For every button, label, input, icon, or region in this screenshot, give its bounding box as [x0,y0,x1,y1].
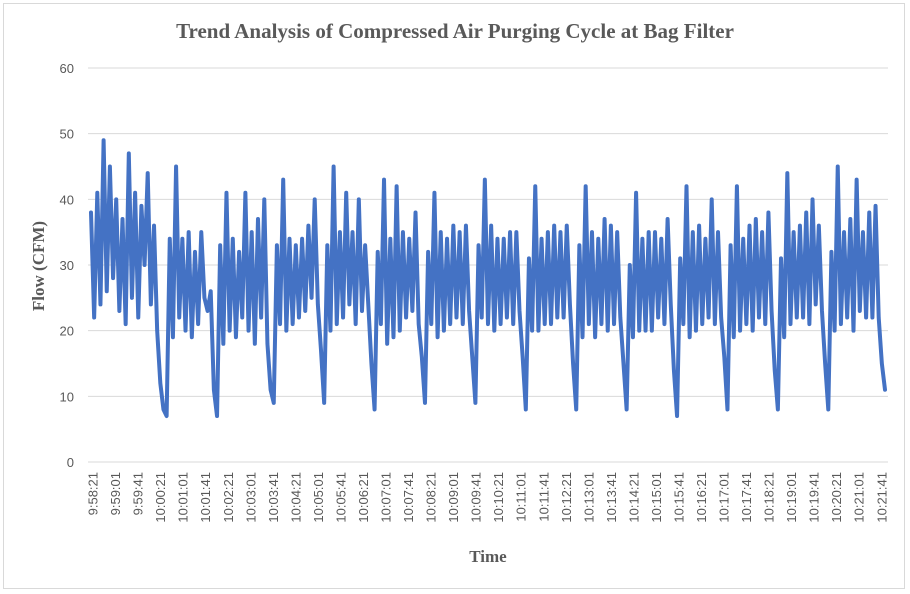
x-tick-label: 10:01:41 [198,472,213,523]
x-tick-label: 10:04:21 [288,472,303,523]
x-tick-label: 10:05:41 [333,472,348,523]
x-tick-label: 10:12:21 [559,472,574,523]
y-tick-label: 50 [60,127,74,142]
x-tick-label: 10:00:21 [153,472,168,523]
x-tick-label: 10:14:21 [626,472,641,523]
x-axis-label: Time [469,547,507,566]
y-tick-label: 10 [60,389,74,404]
x-tick-label: 10:01:01 [176,472,191,523]
x-tick-label: 9:59:01 [108,472,123,515]
x-tick-label: 10:21:01 [852,472,867,523]
x-tick-label: 10:15:01 [649,472,664,523]
x-tick-label: 10:06:21 [356,472,371,523]
x-tick-label: 10:11:41 [536,472,551,522]
series-line-0 [89,138,887,419]
x-tick-label: 10:09:41 [469,472,484,523]
x-tick-label: 10:02:21 [221,472,236,523]
x-tick-label: 10:20:21 [829,472,844,523]
chart-title: Trend Analysis of Compressed Air Purging… [176,19,734,43]
x-tick-label: 10:16:21 [694,472,709,523]
y-tick-label: 30 [60,258,74,273]
y-tick-label: 40 [60,192,74,207]
x-tick-label: 10:21:41 [874,472,889,523]
x-tick-label: 10:13:41 [604,472,619,523]
x-tick-label: 10:13:01 [581,472,596,523]
x-tick-label: 10:03:41 [266,472,281,523]
x-tick-label: 10:08:21 [424,472,439,523]
x-tick-label: 10:09:01 [446,472,461,523]
y-axis-label: Flow (CFM) [29,221,48,311]
y-tick-label: 20 [60,324,74,339]
x-tick-label: 10:19:41 [807,472,822,523]
x-tick-label: 10:17:41 [739,472,754,523]
y-tick-label: 60 [60,61,74,76]
x-tick-label: 10:18:21 [762,472,777,523]
x-tick-label: 10:17:01 [717,472,732,523]
x-tick-label: 9:59:41 [131,472,146,515]
x-tick-label: 10:07:41 [401,472,416,523]
series-layer [89,138,887,419]
x-tick-label: 10:15:41 [671,472,686,523]
x-tick-label: 10:10:21 [491,472,506,523]
x-axis-ticks: 9:58:21 9:59:01 9:59:41 10:00:21 10:01:01 10:… [86,472,890,523]
x-tick-label: 10:19:01 [784,472,799,523]
x-tick-label: 10:03:01 [243,472,258,523]
y-tick-label: 0 [67,455,74,470]
x-tick-label: 9:58:21 [86,472,101,515]
x-tick-label: 10:07:01 [379,472,394,523]
x-tick-label: 10:05:01 [311,472,326,523]
x-tick-label: 10:11:01 [514,472,529,522]
y-axis-ticks: 0 10 20 30 40 50 60 [60,61,74,470]
